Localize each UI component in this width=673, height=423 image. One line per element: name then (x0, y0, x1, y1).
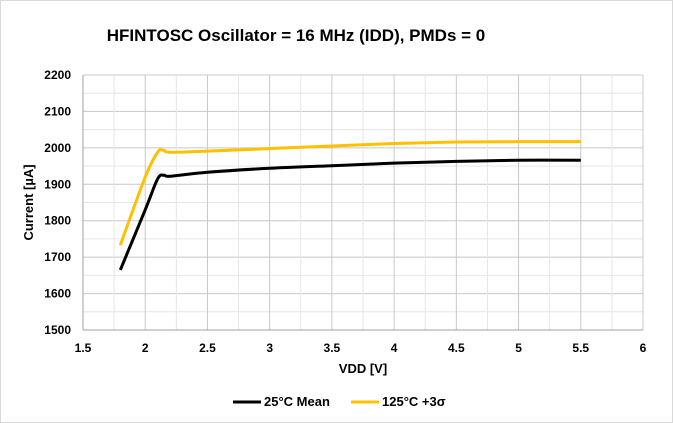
y-tick-label: 2200 (44, 68, 71, 82)
x-tick-label: 4.5 (448, 341, 465, 355)
y-tick-label: 1500 (44, 323, 71, 337)
x-tick-label: 4 (391, 341, 398, 355)
y-tick-label: 1900 (44, 177, 71, 191)
x-tick-label: 2 (142, 341, 149, 355)
y-tick-label: 1800 (44, 214, 71, 228)
y-tick-label: 2000 (44, 141, 71, 155)
x-tick-label: 2.5 (199, 341, 216, 355)
series-line-2 (118, 140, 581, 246)
x-tick-label: 5.5 (572, 341, 589, 355)
series-line-1 (118, 158, 581, 271)
x-tick-label: 6 (640, 341, 647, 355)
y-tick-label: 1600 (44, 287, 71, 301)
x-tick-label: 5 (515, 341, 522, 355)
x-axis-label: VDD [V] (339, 361, 387, 376)
legend-label: 25°C Mean (264, 394, 330, 409)
x-tick-label: 3 (266, 341, 273, 355)
x-tick-label: 3.5 (324, 341, 341, 355)
x-tick-label: 1.5 (75, 341, 92, 355)
y-tick-label: 1700 (44, 250, 71, 264)
chart-title: HFINTOSC Oscillator = 16 MHz (IDD), PMDs… (106, 26, 486, 45)
y-tick-label: 2100 (44, 104, 71, 118)
legend-label: 125°C +3σ (382, 394, 446, 409)
y-axis-label: Current [µA] (21, 164, 36, 240)
